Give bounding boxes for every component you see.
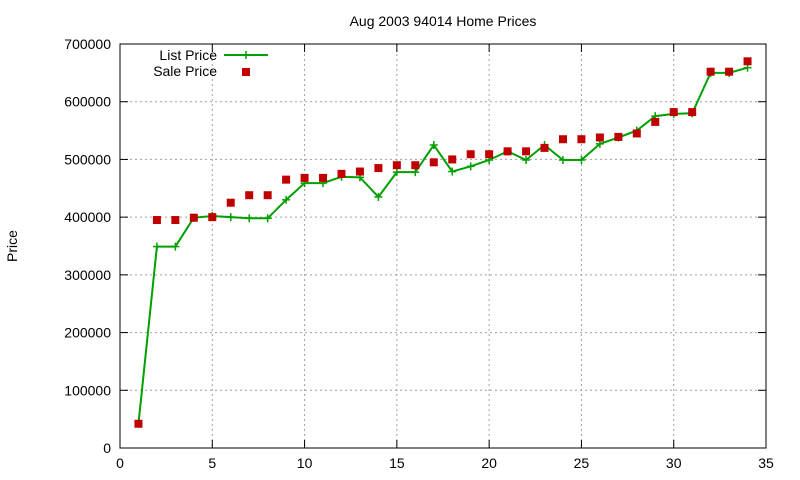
sale-price-point (337, 169, 346, 178)
sale-price-point (319, 173, 328, 182)
plot-frame (119, 43, 767, 449)
sale-price-point (411, 161, 420, 170)
sale-price-point (466, 150, 475, 159)
sale-price-point (208, 213, 217, 222)
x-tick-label: 35 (758, 455, 774, 471)
chart-title: Aug 2003 94014 Home Prices (350, 13, 537, 29)
list-price-point (448, 167, 457, 176)
y-tick-label: 0 (103, 440, 111, 456)
y-tick-label: 400000 (64, 209, 111, 225)
list-price-point (171, 242, 180, 251)
sale-price-point (743, 57, 752, 66)
axis-ticks: 0 5 10 15 20 25 30 35 0 100000 200000 300000 400000 5… (64, 36, 774, 471)
x-tick-label: 30 (666, 455, 682, 471)
sale-price-point (540, 143, 549, 152)
sale-price-point (134, 419, 143, 428)
sale-price-point (706, 67, 715, 76)
sale-price-point (558, 135, 567, 144)
y-tick-label: 200000 (64, 325, 111, 341)
sale-price-point (503, 147, 512, 156)
sale-price-point (171, 216, 180, 225)
sale-price-point (651, 117, 660, 126)
y-tick-label: 700000 (64, 36, 111, 52)
series (134, 57, 752, 428)
sale-price-point (355, 167, 364, 176)
grid (120, 44, 766, 448)
list-price-point (429, 141, 438, 149)
sale-price-point (577, 135, 586, 144)
list-price-point (282, 195, 291, 204)
sale-price-point (725, 67, 734, 76)
x-tick-label: 15 (389, 455, 405, 471)
y-tick-label: 600000 (64, 94, 111, 110)
sale-price-point (448, 155, 457, 164)
sale-price-point (429, 158, 438, 167)
y-tick-label: 300000 (64, 267, 111, 283)
legend-label-sale-price: Sale Price (153, 63, 217, 79)
sale-price-point (485, 150, 494, 159)
y-axis-label: Price (4, 230, 20, 262)
sale-price-point (374, 164, 383, 173)
list-price-point (226, 213, 235, 222)
list-price-point (577, 156, 586, 165)
list-price-point (263, 214, 272, 223)
sale-price-point (226, 198, 235, 207)
sale-price-point (392, 161, 401, 170)
sale-price-point (152, 216, 161, 225)
legend-swatch-sale-price (242, 68, 250, 76)
x-tick-label: 5 (208, 455, 216, 471)
list-price-point (411, 168, 420, 177)
list-price-point (374, 192, 383, 201)
sale-price-point (595, 133, 604, 142)
list-price-point (152, 242, 161, 251)
sale-price-point (300, 173, 309, 182)
sale-price-point (189, 213, 198, 222)
sale-price-point (614, 132, 623, 141)
list-price-point (392, 168, 401, 177)
sale-price-point (669, 108, 678, 117)
x-tick-label: 20 (481, 455, 497, 471)
sale-price-point (688, 108, 697, 117)
x-tick-label: 0 (116, 455, 124, 471)
sale-price-point (632, 129, 641, 138)
sale-price-point (282, 175, 291, 184)
list-price-point (522, 156, 531, 165)
x-tick-label: 25 (574, 455, 590, 471)
series-line-list-price (137, 66, 748, 424)
sale-price-point (245, 191, 254, 200)
list-price-point (558, 156, 567, 165)
x-tick-label: 10 (297, 455, 313, 471)
list-price-point (245, 214, 254, 223)
y-tick-label: 100000 (64, 382, 111, 398)
sale-price-point (263, 191, 272, 200)
y-tick-label: 500000 (64, 151, 111, 167)
sale-price-point (522, 147, 531, 156)
list-price-point (466, 162, 475, 171)
legend-label-list-price: List Price (159, 47, 217, 63)
